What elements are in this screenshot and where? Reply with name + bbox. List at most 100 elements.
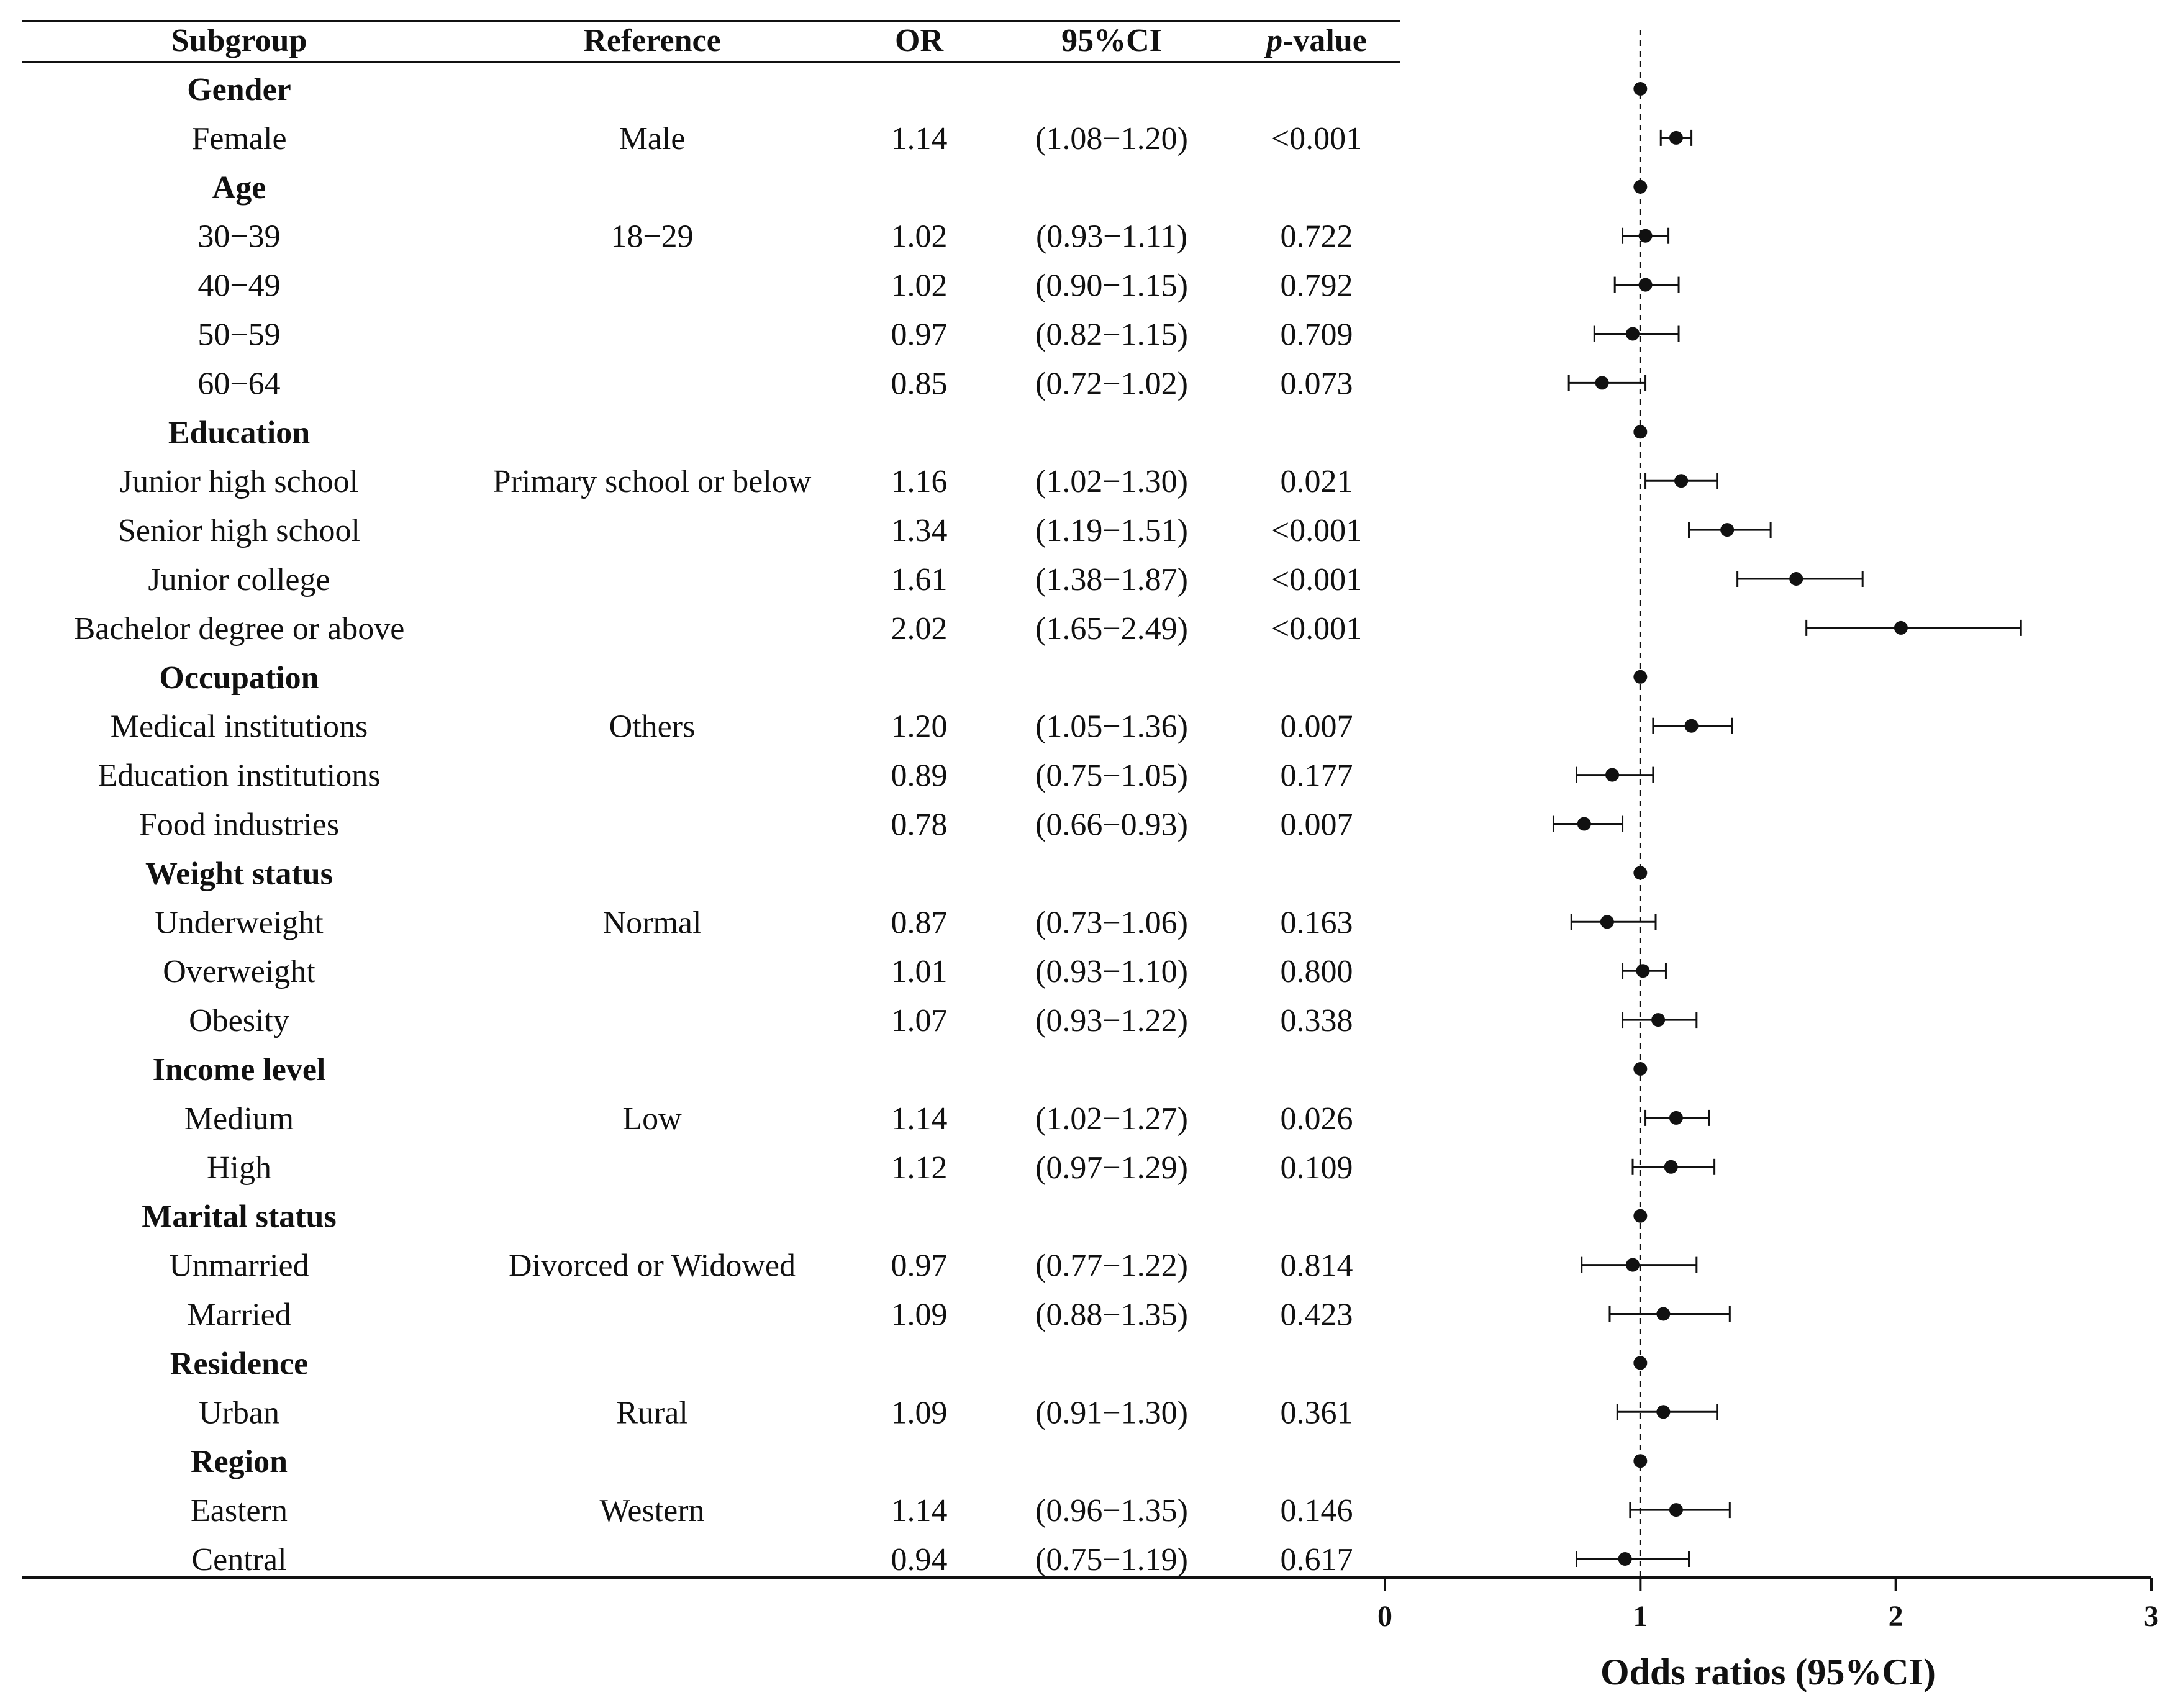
or-value: 1.01 xyxy=(891,954,948,989)
ci-value: (0.97−1.29) xyxy=(1035,1150,1188,1186)
group-label: Marital status xyxy=(142,1199,336,1235)
or-value: 0.89 xyxy=(891,758,948,794)
subgroup-label: Bachelor degree or above xyxy=(74,611,405,647)
or-point xyxy=(1656,1307,1671,1321)
subgroup-label: 40−49 xyxy=(197,268,280,304)
or-value: 0.87 xyxy=(891,905,948,940)
or-value: 1.02 xyxy=(891,268,948,304)
x-axis-label: Odds ratios (95%CI) xyxy=(1600,1651,1936,1692)
ci-value: (0.75−1.19) xyxy=(1035,1542,1188,1578)
p-value: 0.021 xyxy=(1281,464,1353,499)
or-point xyxy=(1618,1552,1632,1566)
ci-value: (1.65−2.49) xyxy=(1035,611,1188,647)
reference-point xyxy=(1633,1209,1648,1223)
subgroup-label: Medium xyxy=(184,1101,294,1137)
p-value: 0.709 xyxy=(1281,317,1353,353)
or-value: 0.94 xyxy=(891,1542,948,1578)
subgroup-label: Urban xyxy=(199,1395,279,1430)
reference-point xyxy=(1633,670,1648,684)
p-value: <0.001 xyxy=(1271,121,1362,157)
or-value: 1.14 xyxy=(891,121,948,157)
or-value: 1.09 xyxy=(891,1395,948,1430)
reference-label: Western xyxy=(599,1493,704,1529)
or-point xyxy=(1789,572,1803,586)
forest-plot-area xyxy=(1552,30,2022,1578)
or-value: 1.14 xyxy=(891,1101,948,1137)
p-value: <0.001 xyxy=(1271,562,1362,597)
ci-value: (0.73−1.06) xyxy=(1035,905,1188,940)
ci-value: (1.02−1.27) xyxy=(1035,1101,1188,1137)
ci-value: (0.75−1.05) xyxy=(1035,758,1188,794)
ci-value: (0.66−0.93) xyxy=(1035,807,1188,843)
ci-value: (0.93−1.22) xyxy=(1035,1003,1188,1038)
subgroup-label: Overweight xyxy=(163,954,315,989)
p-value: 0.007 xyxy=(1281,807,1353,843)
ci-value: (0.88−1.35) xyxy=(1035,1297,1188,1333)
header-or: OR xyxy=(895,23,944,58)
or-value: 1.20 xyxy=(891,709,948,745)
p-value: 0.722 xyxy=(1281,219,1353,255)
reference-point xyxy=(1633,179,1648,194)
reference-label: Male xyxy=(619,121,686,157)
or-point xyxy=(1605,768,1620,782)
x-tick-label: 2 xyxy=(1889,1600,1903,1633)
or-point xyxy=(1600,915,1614,929)
x-axis: 0 1 2 3 xyxy=(1377,1578,2159,1633)
reference-point xyxy=(1633,1356,1648,1370)
header-subgroup: Subgroup xyxy=(171,23,307,58)
group-label: Income level xyxy=(153,1052,326,1088)
subgroup-label: Medical institutions xyxy=(111,709,368,745)
reference-label: 18−29 xyxy=(610,219,693,255)
p-value: 0.109 xyxy=(1281,1150,1353,1186)
or-point xyxy=(1651,1013,1666,1027)
or-point xyxy=(1674,474,1689,488)
or-point xyxy=(1894,620,1908,635)
ci-value: (1.08−1.20) xyxy=(1035,121,1188,157)
or-point xyxy=(1669,1503,1683,1517)
or-point xyxy=(1638,229,1653,243)
ci-value: (0.72−1.02) xyxy=(1035,366,1188,401)
or-value: 1.16 xyxy=(891,464,948,499)
or-point xyxy=(1656,1405,1671,1419)
reference-point xyxy=(1633,1062,1648,1076)
or-value: 1.09 xyxy=(891,1297,948,1333)
reference-point xyxy=(1633,82,1648,96)
ci-value: (1.05−1.36) xyxy=(1035,709,1188,745)
or-value: 0.85 xyxy=(891,366,948,401)
group-label: Education xyxy=(168,415,310,450)
subgroup-label: 60−64 xyxy=(197,366,280,401)
group-label: Region xyxy=(191,1444,288,1479)
subgroup-label: Married xyxy=(187,1297,291,1333)
header-95ci: 95%CI xyxy=(1061,23,1162,58)
reference-label: Low xyxy=(622,1101,682,1137)
or-point xyxy=(1638,278,1653,292)
group-label: Gender xyxy=(187,72,291,107)
table-rows: Gender Female Male 1.14 (1.08−1.20) <0.001 Age… xyxy=(74,72,1363,1578)
reference-label: Others xyxy=(609,709,696,745)
or-point xyxy=(1625,1258,1640,1272)
p-value: 0.073 xyxy=(1281,366,1353,401)
ci-value: (1.19−1.51) xyxy=(1035,513,1188,548)
subgroup-label: Junior high school xyxy=(120,464,358,499)
or-value: 0.78 xyxy=(891,807,948,843)
subgroup-label: Senior high school xyxy=(118,513,360,548)
p-value: 0.177 xyxy=(1281,758,1353,794)
or-value: 1.12 xyxy=(891,1150,948,1186)
or-point xyxy=(1669,1111,1683,1125)
ci-value: (1.38−1.87) xyxy=(1035,562,1188,597)
or-point xyxy=(1577,817,1591,831)
x-tick-label: 1 xyxy=(1633,1600,1648,1633)
header-reference: Reference xyxy=(583,23,720,58)
x-tick-label: 3 xyxy=(2144,1600,2159,1633)
or-value: 1.07 xyxy=(891,1003,948,1038)
ci-value: (0.91−1.30) xyxy=(1035,1395,1188,1430)
reference-label: Divorced or Widowed xyxy=(509,1248,796,1284)
or-value: 0.97 xyxy=(891,1248,948,1284)
reference-label: Primary school or below xyxy=(493,464,812,499)
subgroup-label: High xyxy=(207,1150,271,1186)
or-point xyxy=(1684,719,1699,733)
group-label: Age xyxy=(212,170,266,206)
group-label: Weight status xyxy=(145,856,333,891)
or-value: 1.61 xyxy=(891,562,948,597)
